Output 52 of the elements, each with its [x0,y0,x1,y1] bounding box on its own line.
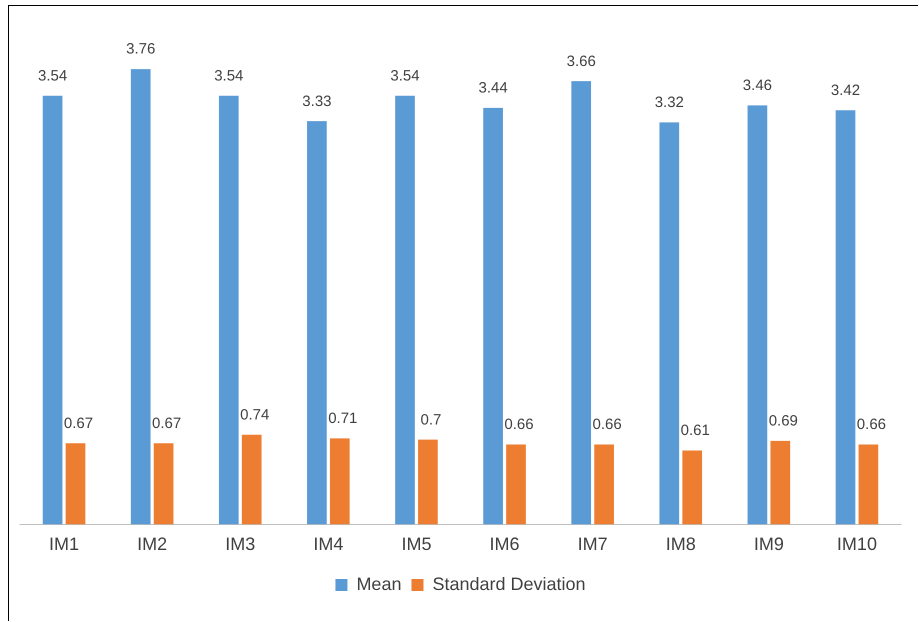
bar [748,105,768,524]
bar [66,443,86,524]
bar [858,444,878,524]
x-tick-label: IM5 [401,534,432,554]
x-tick-label: IM9 [754,534,784,554]
data-label: 0.67 [64,414,94,432]
data-label: 3.76 [126,40,156,58]
legend-label: Mean [356,574,402,594]
data-label: 0.69 [768,412,798,430]
data-label: 3.54 [214,67,244,84]
data-label: 3.54 [390,67,420,84]
data-label: 3.54 [38,67,68,84]
x-tick-label: IM2 [137,534,168,554]
data-label: 3.44 [478,79,508,96]
bar [42,96,62,524]
legend-label: Standard Deviation [432,574,586,594]
data-label: 0.7 [420,411,442,428]
x-tick-label: IM8 [666,534,696,554]
data-label: 0.66 [856,416,886,434]
data-label: 3.42 [830,82,860,99]
data-label: 0.61 [680,422,710,440]
x-tick-label: IM10 [836,534,877,554]
data-label: 0.74 [240,406,270,424]
data-label: 3.46 [742,77,772,94]
bar [330,438,350,524]
x-tick-label: IM6 [490,534,520,554]
bar [571,81,592,524]
bar [682,450,702,524]
data-label: 3.32 [654,94,684,111]
bar [594,444,614,524]
bar [506,444,526,524]
x-tick-label: IM4 [313,534,344,554]
bar [130,69,151,524]
data-label: 3.66 [566,52,596,70]
bar [154,443,174,524]
bar [483,108,503,524]
data-label: 0.66 [592,416,622,434]
bar [659,122,680,524]
bar [418,440,438,524]
bar [242,434,262,524]
data-label: 0.67 [152,414,182,432]
data-label: 0.66 [504,416,534,434]
data-label: 0.71 [328,410,358,428]
bar [218,96,239,524]
bar [307,121,327,524]
bar [836,110,856,524]
x-tick-label: IM7 [578,534,608,554]
x-tick-label: IM3 [225,534,256,554]
x-tick-label: IM1 [49,534,80,554]
bar [395,96,415,524]
bar [770,440,790,524]
data-label: 3.33 [302,92,332,110]
